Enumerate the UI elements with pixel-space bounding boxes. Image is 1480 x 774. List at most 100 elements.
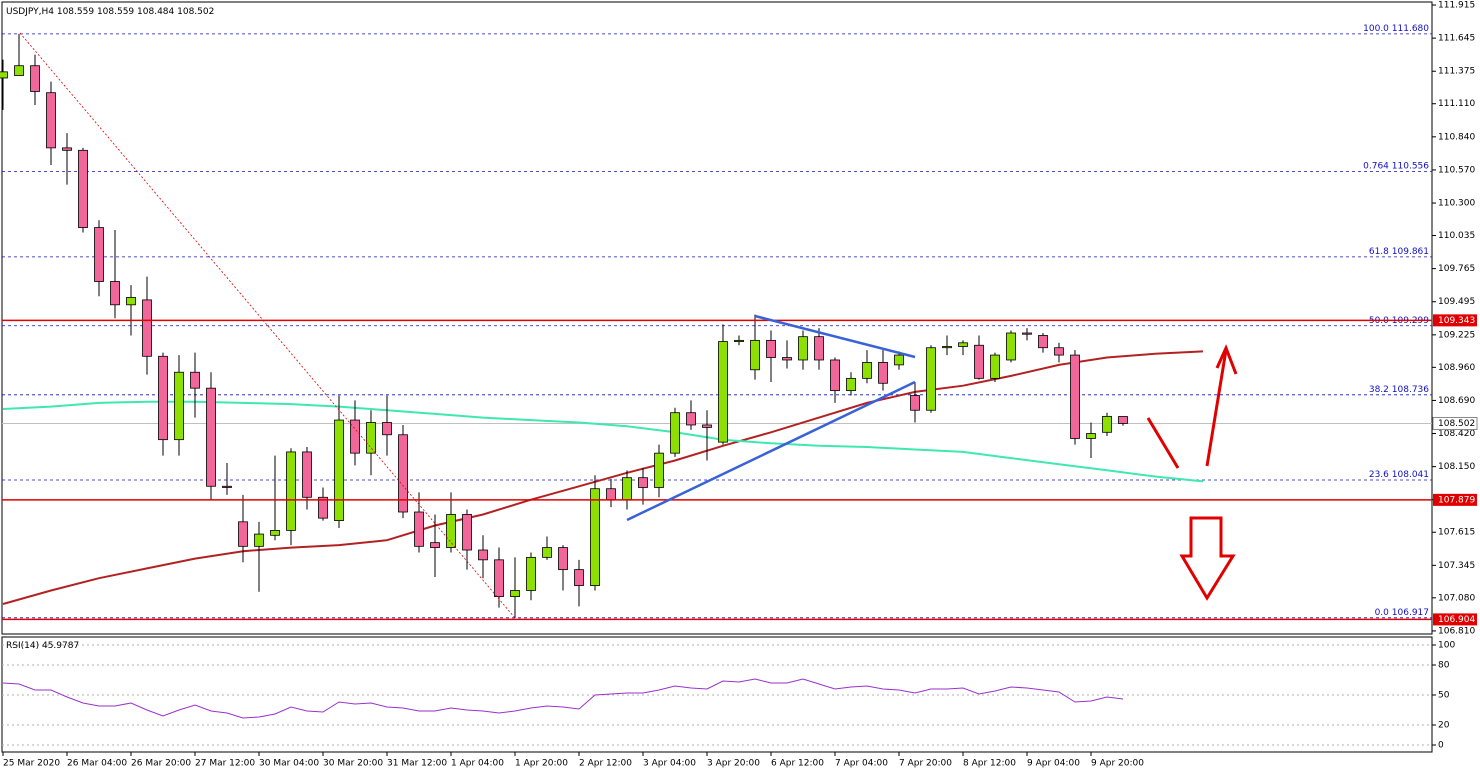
candle-body bbox=[286, 451, 296, 531]
x-tick-label: 7 Apr 04:00 bbox=[835, 759, 888, 769]
candle-body bbox=[670, 412, 680, 454]
arrow-head bbox=[1215, 344, 1238, 375]
candle-body bbox=[830, 359, 840, 392]
candle-body bbox=[158, 355, 168, 441]
y-tick-label: 50 bbox=[1438, 691, 1450, 701]
fib-price: 108.736 bbox=[1392, 384, 1429, 394]
x-tick-label: 3 Apr 04:00 bbox=[643, 759, 696, 769]
y-tick-label: 107.615 bbox=[1438, 528, 1475, 538]
candle-body bbox=[94, 227, 104, 282]
candle-body bbox=[814, 336, 824, 361]
candle-body bbox=[366, 422, 376, 454]
x-tick-label: 26 Mar 20:00 bbox=[131, 759, 191, 769]
fib-level: 100.0 bbox=[1363, 23, 1389, 33]
y-tick-label: 111.110 bbox=[1438, 99, 1475, 109]
fib-price: 109.861 bbox=[1392, 246, 1429, 256]
candle-body bbox=[702, 424, 712, 428]
fib-price: 111.680 bbox=[1392, 23, 1429, 33]
trend-line bbox=[754, 314, 916, 359]
candle-body bbox=[782, 357, 792, 361]
fib-label: 0.0 106.917 bbox=[1375, 607, 1429, 617]
level-badge bbox=[1433, 613, 1477, 626]
candle-body bbox=[1006, 332, 1016, 361]
candle-body bbox=[478, 549, 488, 561]
fib-price: 106.917 bbox=[1392, 607, 1429, 617]
current-price-badge bbox=[1432, 416, 1478, 430]
arrow-stroke bbox=[1146, 417, 1180, 469]
candle-body bbox=[1118, 416, 1128, 424]
fib-level: 0.764 bbox=[1363, 161, 1389, 171]
candle-body bbox=[590, 488, 600, 586]
fib-price: 110.556 bbox=[1392, 161, 1429, 171]
candle-body bbox=[494, 559, 504, 598]
candle-body bbox=[446, 514, 456, 548]
candle-body bbox=[990, 354, 1000, 379]
candle-body bbox=[302, 451, 312, 498]
candle-body bbox=[1070, 354, 1080, 439]
candle-body bbox=[542, 547, 552, 558]
x-tick-label: 27 Mar 12:00 bbox=[195, 759, 255, 769]
candle-body bbox=[462, 514, 472, 551]
close-price: 108.502 bbox=[177, 7, 214, 17]
high-price: 108.559 bbox=[97, 7, 134, 17]
x-tick-label: 26 Mar 04:00 bbox=[67, 759, 127, 769]
y-tick-label: 109.765 bbox=[1438, 264, 1475, 274]
candle-body bbox=[62, 147, 72, 151]
arrow-up bbox=[1205, 349, 1228, 467]
candle-body bbox=[46, 92, 56, 149]
y-tick-label: 108.690 bbox=[1438, 396, 1475, 406]
candle-body bbox=[430, 542, 440, 548]
current-price-label: 108.502 bbox=[1438, 419, 1475, 429]
y-tick-label: 107.080 bbox=[1438, 593, 1475, 603]
x-tick-label: 31 Mar 12:00 bbox=[387, 759, 447, 769]
fib-level: 0.0 bbox=[1375, 607, 1390, 617]
candle-body bbox=[382, 422, 392, 436]
y-tick-label: 111.915 bbox=[1438, 1, 1475, 11]
fib-label: 0.764 110.556 bbox=[1363, 161, 1429, 171]
candle-body bbox=[894, 354, 904, 366]
y-tick-label: 110.840 bbox=[1438, 132, 1475, 142]
candle-body bbox=[766, 339, 776, 358]
candle-body bbox=[126, 297, 136, 306]
candle-body bbox=[926, 347, 936, 411]
candle-body bbox=[1086, 433, 1096, 439]
candle-body bbox=[14, 65, 24, 76]
candle-body bbox=[238, 521, 248, 547]
rsi-header: RSI(14) 45.9787 bbox=[6, 641, 79, 651]
y-tick-label: 111.645 bbox=[1438, 34, 1475, 44]
candle-body bbox=[798, 336, 808, 361]
y-tick-label: 100 bbox=[1438, 641, 1455, 651]
candle-body bbox=[398, 434, 408, 513]
candle-body bbox=[606, 488, 616, 501]
candle-body bbox=[318, 496, 328, 519]
level-label: 107.879 bbox=[1438, 495, 1475, 505]
x-tick-label: 30 Mar 20:00 bbox=[323, 759, 383, 769]
candle-body bbox=[1054, 347, 1064, 356]
candle-body bbox=[190, 371, 200, 389]
candle-body bbox=[958, 342, 968, 347]
trend-line bbox=[626, 380, 916, 522]
open-price: 108.559 bbox=[57, 7, 94, 17]
candle-body bbox=[414, 511, 424, 547]
candle-body bbox=[686, 412, 696, 426]
y-tick-label: 80 bbox=[1438, 661, 1450, 671]
moving-average bbox=[2, 400, 1204, 483]
y-tick-label: 109.225 bbox=[1438, 330, 1475, 340]
low-price: 108.484 bbox=[137, 7, 174, 17]
x-tick-label: 6 Apr 12:00 bbox=[771, 759, 824, 769]
candle-body bbox=[526, 556, 536, 591]
candle-body bbox=[0, 71, 8, 79]
candle-body bbox=[974, 344, 984, 379]
candle-body bbox=[734, 339, 744, 342]
y-tick-label: 107.345 bbox=[1438, 561, 1475, 571]
x-tick-label: 2 Apr 12:00 bbox=[579, 759, 632, 769]
y-tick-label: 0 bbox=[1438, 741, 1444, 751]
candle-body bbox=[334, 419, 344, 521]
x-tick-label: 3 Apr 20:00 bbox=[707, 759, 760, 769]
candle-body bbox=[174, 371, 184, 441]
y-tick-label: 108.960 bbox=[1438, 363, 1475, 373]
candle-body bbox=[30, 65, 40, 92]
level-label: 106.904 bbox=[1438, 615, 1475, 625]
